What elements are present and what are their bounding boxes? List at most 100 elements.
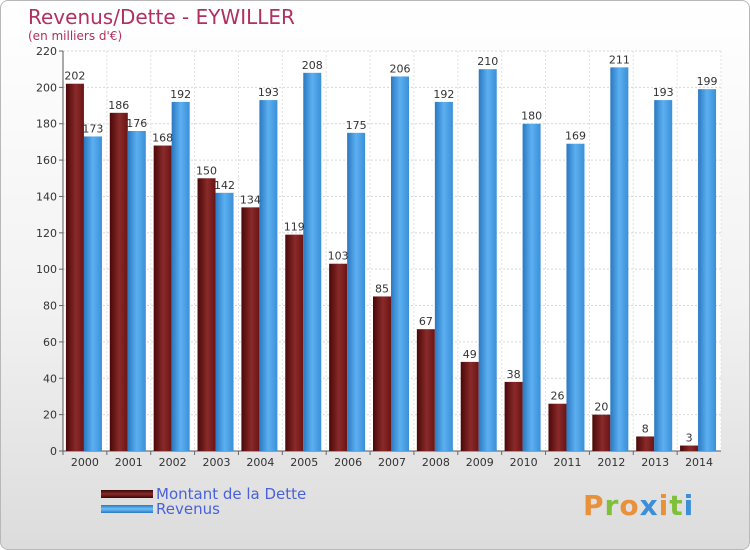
y-tick-label: 160 bbox=[36, 154, 57, 167]
bar-revenus bbox=[171, 101, 190, 451]
data-label: 67 bbox=[419, 315, 433, 328]
bar-dette bbox=[285, 234, 304, 451]
chart-subtitle: (en milliers d'€) bbox=[28, 29, 123, 43]
proxiti-logo: Proxiti bbox=[583, 489, 694, 522]
bar-revenus bbox=[566, 143, 585, 451]
data-label: 180 bbox=[521, 110, 542, 123]
logo-letter: t bbox=[669, 489, 684, 522]
data-label: 193 bbox=[258, 86, 279, 99]
x-tick-label: 2013 bbox=[641, 456, 669, 469]
bar-revenus bbox=[83, 136, 102, 452]
x-tick-label: 2007 bbox=[378, 456, 406, 469]
x-tick-label: 2004 bbox=[246, 456, 274, 469]
bar-dette bbox=[153, 145, 172, 451]
x-tick-label: 2010 bbox=[510, 456, 538, 469]
x-tick-label: 2001 bbox=[115, 456, 143, 469]
y-tick-label: 140 bbox=[36, 190, 57, 203]
y-tick-label: 60 bbox=[43, 336, 57, 349]
y-tick-label: 40 bbox=[43, 372, 57, 385]
data-label: 3 bbox=[686, 432, 693, 445]
bar-dette bbox=[680, 445, 699, 451]
x-tick-label: 2003 bbox=[203, 456, 231, 469]
data-label: 192 bbox=[433, 88, 454, 101]
bar-revenus bbox=[347, 132, 366, 451]
y-tick-label: 200 bbox=[36, 81, 57, 94]
bar-revenus bbox=[610, 67, 629, 451]
data-label: 173 bbox=[82, 122, 103, 135]
bar-revenus bbox=[522, 123, 541, 452]
x-tick-label: 2002 bbox=[159, 456, 187, 469]
legend-label-debt: Montant de la Dette bbox=[156, 485, 307, 503]
data-label: 202 bbox=[64, 70, 85, 83]
bar-revenus bbox=[259, 100, 278, 451]
bar-dette bbox=[460, 361, 479, 451]
data-label: 142 bbox=[214, 179, 235, 192]
bar-revenus bbox=[127, 131, 146, 451]
data-label: 186 bbox=[108, 99, 129, 112]
bar-revenus bbox=[478, 69, 497, 451]
bar-dette bbox=[548, 403, 567, 451]
data-label: 20 bbox=[594, 401, 608, 414]
data-label: 206 bbox=[390, 62, 411, 75]
data-label: 169 bbox=[565, 130, 586, 143]
chart-title: Revenus/Dette - EYWILLER bbox=[28, 5, 295, 29]
x-tick-label: 2005 bbox=[290, 456, 318, 469]
data-label: 49 bbox=[463, 348, 477, 361]
bar-dette bbox=[241, 207, 260, 451]
data-label: 26 bbox=[550, 390, 564, 403]
bar-dette bbox=[65, 83, 84, 452]
data-label: 8 bbox=[642, 422, 649, 435]
logo-letter: r bbox=[604, 489, 620, 522]
x-tick-label: 2009 bbox=[466, 456, 494, 469]
data-label: 192 bbox=[170, 88, 191, 101]
bar-revenus bbox=[654, 100, 673, 451]
y-tick-label: 120 bbox=[36, 227, 57, 240]
bar-dette bbox=[504, 381, 523, 451]
y-tick-label: 0 bbox=[50, 445, 57, 458]
bar-dette bbox=[197, 178, 216, 452]
bar-dette bbox=[416, 329, 435, 451]
y-tick-label: 220 bbox=[36, 45, 57, 58]
x-tick-label: 2006 bbox=[334, 456, 362, 469]
bar-dette bbox=[373, 296, 391, 451]
data-label: 85 bbox=[375, 282, 389, 295]
x-tick-label: 2014 bbox=[685, 456, 713, 469]
logo-letter: x bbox=[639, 489, 659, 522]
data-label: 150 bbox=[196, 164, 217, 177]
y-tick-label: 100 bbox=[36, 263, 57, 276]
logo-letter: o bbox=[619, 489, 640, 522]
bar-revenus bbox=[434, 101, 453, 451]
data-label: 199 bbox=[697, 75, 718, 88]
bar-dette bbox=[636, 436, 655, 451]
bar-dette bbox=[109, 112, 128, 452]
y-tick-label: 20 bbox=[43, 409, 57, 422]
bar-revenus bbox=[698, 89, 717, 451]
data-label: 211 bbox=[609, 53, 630, 66]
data-label: 103 bbox=[328, 250, 349, 263]
bar-dette bbox=[592, 414, 611, 451]
legend-swatch-revenus bbox=[101, 505, 153, 513]
logo-letter: i bbox=[683, 489, 695, 522]
y-tick-label: 180 bbox=[36, 118, 57, 131]
data-label: 119 bbox=[284, 221, 305, 234]
bar-revenus bbox=[215, 192, 234, 451]
x-tick-label: 2008 bbox=[422, 456, 450, 469]
data-label: 175 bbox=[346, 119, 367, 132]
data-label: 176 bbox=[126, 117, 147, 130]
x-tick-label: 2000 bbox=[71, 456, 99, 469]
data-label: 168 bbox=[152, 132, 173, 145]
logo-letter: P bbox=[583, 489, 605, 522]
data-labels: 202 173 186 176 168 192 150 142 134 193 119 20 8 103 1… bbox=[64, 53, 717, 444]
data-label: 38 bbox=[507, 368, 521, 381]
x-tick-label: 2012 bbox=[597, 456, 625, 469]
bar-dette bbox=[329, 263, 348, 451]
bar-revenus bbox=[303, 72, 322, 452]
logo-letter: i bbox=[658, 489, 670, 522]
legend-label-revenus: Revenus bbox=[156, 500, 220, 518]
data-label: 134 bbox=[240, 193, 261, 206]
y-tick-label: 80 bbox=[43, 300, 57, 313]
bars bbox=[65, 67, 717, 452]
